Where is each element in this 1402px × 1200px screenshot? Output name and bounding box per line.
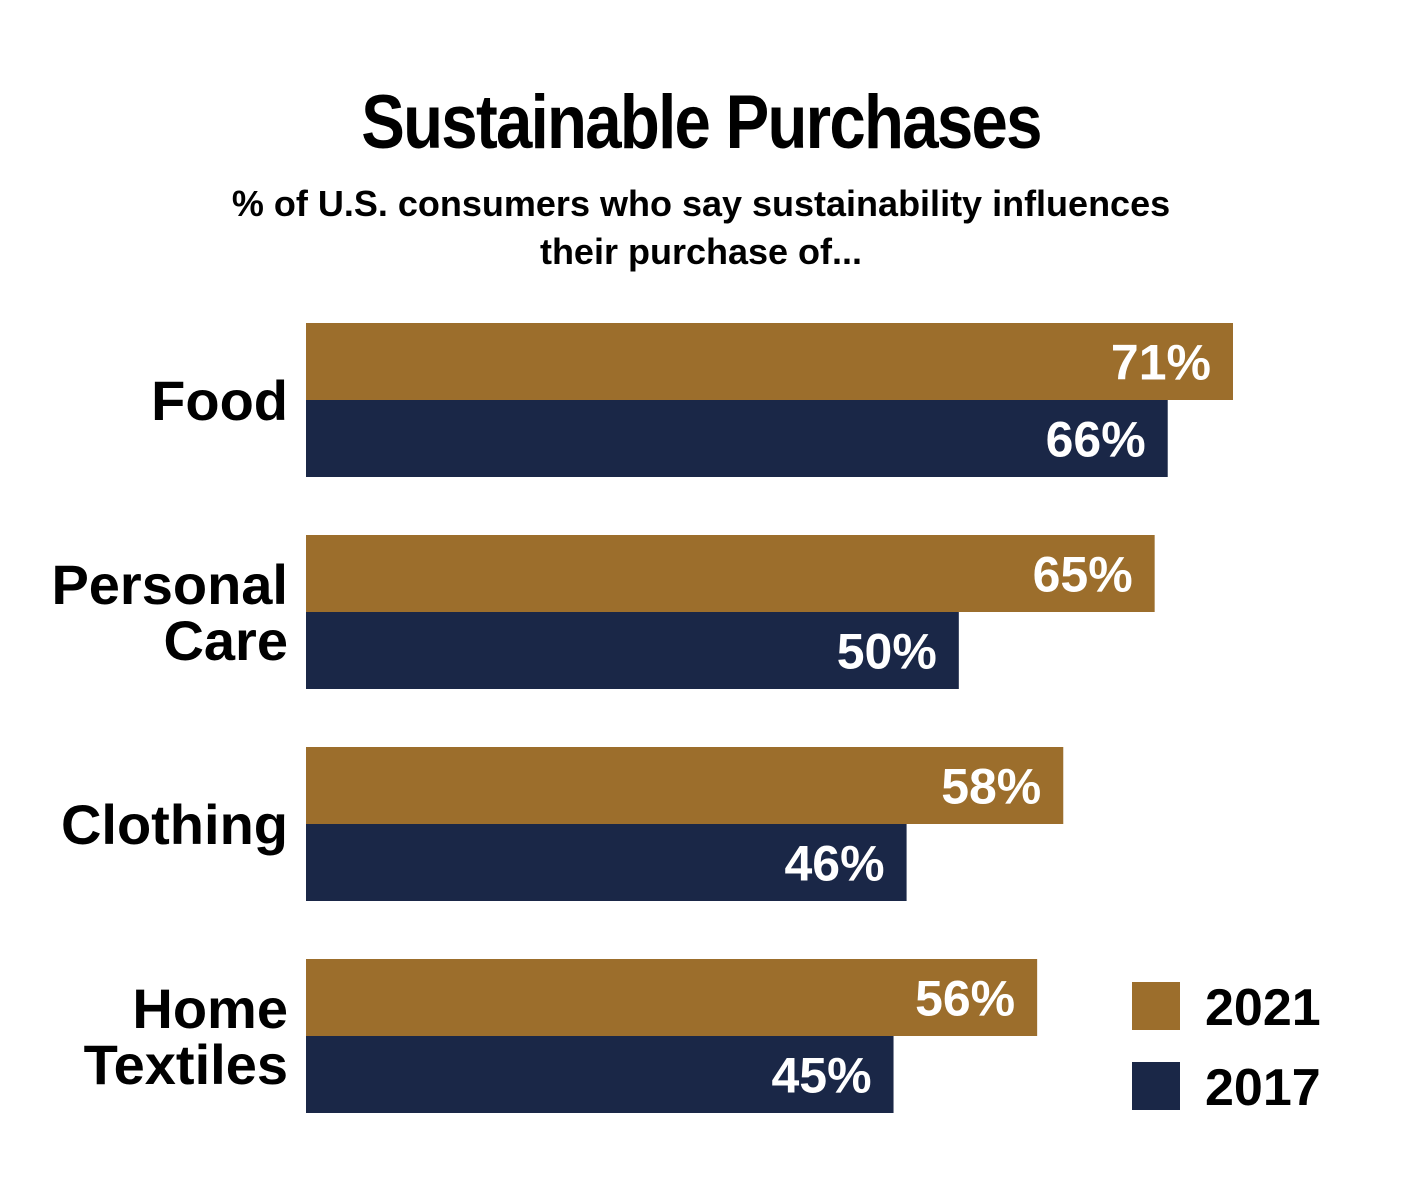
bar-2017-2 [306, 824, 907, 901]
bar-2021-3 [306, 959, 1038, 1036]
category-label-2-0: Clothing [61, 793, 288, 856]
bar-2017-1 [306, 612, 959, 689]
category-label-3-1: Textiles [84, 1033, 288, 1096]
bar-2021-2 [306, 747, 1064, 824]
category-label-1-0: Personal [51, 553, 288, 616]
data-label-2017-3: 45% [771, 1048, 871, 1104]
category-label-1-1: Care [163, 609, 288, 672]
chart-title: Sustainable Purchases [361, 80, 1042, 165]
subtitle-line-2: their purchase of... [539, 231, 863, 272]
data-label-2021-0: 71% [1111, 335, 1211, 391]
legend-label-2017: 2017 [1205, 1059, 1321, 1117]
bar-2017-3 [306, 1036, 894, 1113]
legend-swatch-2021 [1132, 982, 1180, 1030]
data-label-2017-2: 46% [785, 836, 885, 892]
category-label-0-0: Food [151, 369, 288, 432]
bar-2021-1 [306, 535, 1155, 612]
subtitle-line-1: % of U.S. consumers who say sustainabili… [231, 183, 1171, 224]
data-label-2017-0: 66% [1046, 412, 1146, 468]
legend-label-2021: 2021 [1205, 979, 1321, 1037]
data-label-2021-1: 65% [1033, 547, 1133, 603]
bar-2017-0 [306, 400, 1168, 477]
legend-swatch-2017 [1132, 1062, 1180, 1110]
category-label-3-0: Home [132, 977, 288, 1040]
bar-2021-0 [306, 323, 1233, 400]
chart-subtitle: % of U.S. consumers who say sustainabili… [0, 180, 1402, 276]
data-label-2021-3: 56% [915, 971, 1015, 1027]
data-label-2017-1: 50% [837, 624, 937, 680]
data-label-2021-2: 58% [941, 759, 1041, 815]
